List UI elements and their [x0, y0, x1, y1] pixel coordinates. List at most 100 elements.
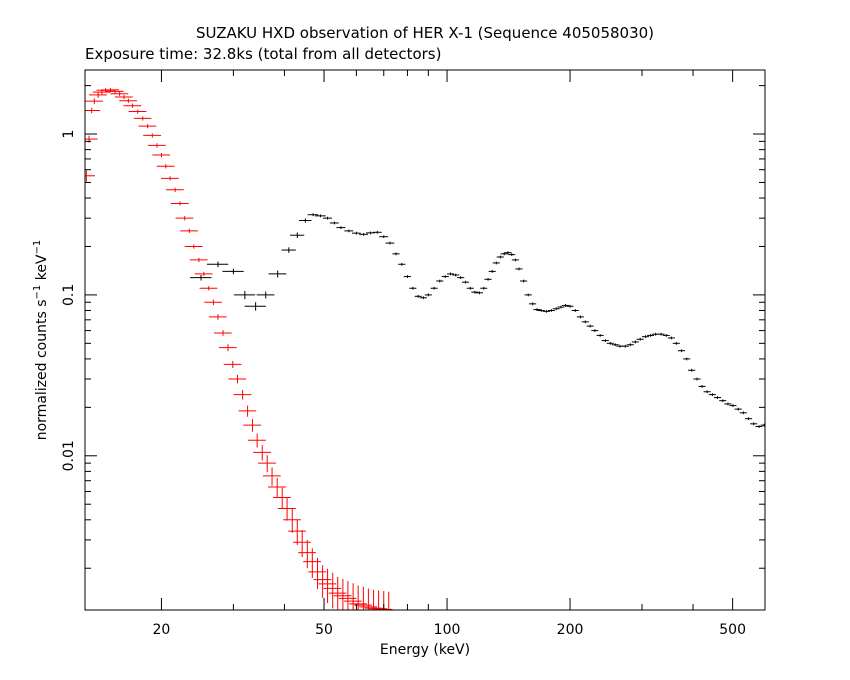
data-point — [430, 286, 438, 290]
data-layer — [85, 87, 765, 611]
data-point — [508, 253, 516, 257]
data-point — [307, 213, 319, 217]
data-point — [561, 304, 570, 307]
data-point — [398, 262, 406, 266]
data-point — [298, 539, 316, 569]
data-point — [557, 305, 565, 309]
plot-frame — [84, 69, 766, 611]
data-point — [354, 586, 373, 610]
data-point — [524, 293, 532, 297]
data-point — [475, 291, 483, 295]
data-point — [745, 417, 753, 421]
data-point — [755, 425, 763, 428]
data-point — [85, 107, 101, 114]
data-point — [586, 324, 594, 328]
data-point — [344, 583, 362, 610]
data-point — [631, 340, 639, 344]
data-point — [466, 286, 474, 290]
data-point — [683, 357, 691, 361]
data-point — [336, 226, 346, 230]
data-point — [288, 519, 306, 546]
data-point — [500, 252, 508, 256]
data-point — [105, 89, 124, 94]
data-point — [248, 433, 266, 448]
data-point — [729, 404, 737, 408]
data-point — [189, 257, 208, 263]
data-point — [359, 588, 378, 610]
data-point — [436, 279, 444, 283]
data-point — [724, 402, 732, 406]
data-point — [133, 116, 152, 121]
data-point — [739, 411, 747, 415]
data-point — [85, 170, 96, 182]
data-point — [208, 314, 227, 320]
data-point — [542, 309, 550, 313]
data-point — [333, 578, 352, 610]
data-point — [571, 309, 579, 312]
data-point — [184, 244, 203, 249]
data-point — [123, 103, 142, 108]
data-point — [596, 334, 604, 337]
x-tick-label: 200 — [557, 622, 584, 638]
data-point — [366, 231, 375, 235]
data-point — [461, 280, 470, 284]
data-point — [601, 339, 609, 343]
data-point — [441, 275, 449, 278]
data-point — [119, 98, 138, 103]
axis-layer: 20 50 100 200 500 1 0.1 0.01 — [61, 70, 765, 638]
data-point — [244, 302, 266, 311]
data-point — [636, 337, 644, 341]
data-point — [165, 187, 184, 192]
x-tick-label: 100 — [434, 622, 461, 638]
data-point — [170, 201, 189, 206]
data-point — [471, 290, 479, 294]
data-point — [392, 252, 400, 256]
data-point — [552, 307, 560, 311]
data-point — [403, 275, 411, 278]
y-axis-label-mid: keV — [34, 254, 50, 285]
chart-title: SUZAKU HXD observation of HER X-1 (Seque… — [196, 24, 654, 42]
data-point — [591, 329, 599, 333]
data-point — [734, 407, 742, 411]
data-point — [323, 216, 332, 220]
data-point — [606, 341, 614, 345]
data-point — [533, 308, 541, 312]
data-point — [277, 498, 296, 521]
data-point — [308, 557, 327, 590]
data-point — [372, 230, 382, 234]
data-point — [626, 343, 634, 347]
data-point — [657, 332, 665, 336]
data-point — [323, 572, 342, 609]
data-point — [566, 304, 574, 308]
data-point — [344, 229, 354, 233]
data-point — [379, 235, 389, 239]
data-point — [175, 216, 194, 221]
data-point — [698, 384, 706, 388]
data-point — [156, 164, 175, 169]
data-point — [268, 477, 286, 498]
data-point — [537, 309, 545, 312]
y-axis-label: normalized counts s−1 keV−1 — [32, 240, 50, 441]
data-point — [750, 422, 758, 426]
data-point — [667, 336, 675, 340]
data-point — [206, 261, 229, 268]
data-point — [457, 276, 465, 280]
data-point — [299, 218, 312, 223]
data-point — [281, 247, 296, 253]
data-point — [223, 360, 242, 368]
y-axis-label-main: normalized counts s — [34, 299, 50, 440]
data-point — [419, 296, 427, 300]
data-point — [238, 405, 257, 417]
data-point — [678, 349, 686, 353]
data-point — [446, 272, 455, 276]
data-point — [576, 315, 584, 319]
data-point — [268, 270, 287, 278]
data-point — [218, 344, 237, 352]
data-point — [160, 176, 179, 181]
data-point — [708, 393, 716, 397]
data-point — [329, 221, 339, 225]
y-tick-label: 0.1 — [61, 284, 77, 306]
data-point — [92, 90, 111, 95]
data-point — [89, 92, 107, 98]
data-point — [719, 399, 727, 403]
